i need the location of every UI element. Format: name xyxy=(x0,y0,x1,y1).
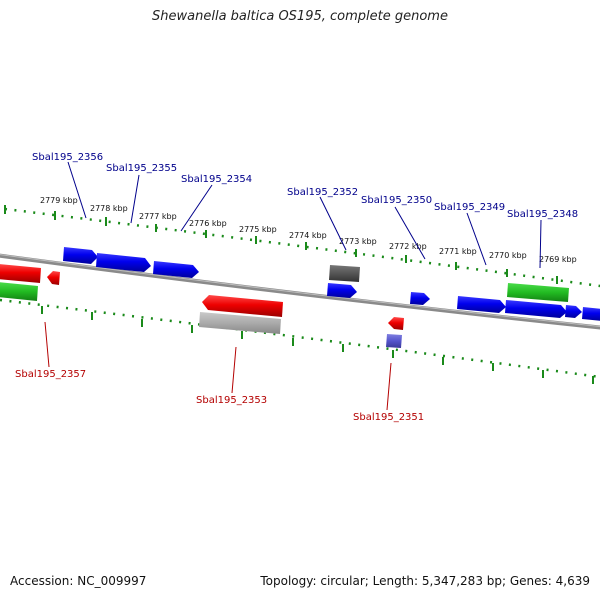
tick-label: 2777 kbp xyxy=(139,212,177,221)
kbp-tick-labels: 2779 kbp 2778 kbp 2777 kbp 2776 kbp 2775… xyxy=(40,196,577,264)
gene-label: Sbal195_2350 xyxy=(361,195,432,206)
gene-arrow-small-red xyxy=(47,271,60,285)
gene-label: Sbal195_2353 xyxy=(196,395,267,406)
pseudo-gene-2352 xyxy=(329,265,360,282)
upper-scale-track xyxy=(4,207,600,288)
tick-label: 2775 kbp xyxy=(239,225,277,234)
gene-arrow-sbal195-2353 xyxy=(202,295,283,317)
gene-arrow-small-right xyxy=(565,305,582,318)
gene-label: Sbal195_2357 xyxy=(15,369,86,380)
gene-arrow-sbal195-2349 xyxy=(457,296,506,313)
gene-arrow-edge-right xyxy=(582,307,600,321)
label-leader-lines-reverse xyxy=(44,321,392,411)
rna-gene-left xyxy=(0,282,38,301)
genome-backbone-highlight xyxy=(0,254,600,327)
accession-text: Accession: NC_009997 xyxy=(10,574,147,588)
tick-label: 2770 kbp xyxy=(489,251,527,260)
reverse-strand-features xyxy=(0,264,404,348)
gene-arrow-sbal195-2357 xyxy=(0,264,41,283)
tick-label: 2771 kbp xyxy=(439,247,477,256)
tick-label: 2774 kbp xyxy=(289,231,327,240)
gene-label: Sbal195_2354 xyxy=(181,174,252,185)
tick-label: 2778 kbp xyxy=(90,204,128,213)
gene-arrow-sbal195-2354 xyxy=(153,261,199,278)
gene-label: Sbal195_2352 xyxy=(287,187,358,198)
label-leader-lines-forward xyxy=(67,161,542,269)
tick-label: 2769 kbp xyxy=(539,255,577,264)
gene-label: Sbal195_2355 xyxy=(106,163,177,174)
rna-gene-2349 xyxy=(507,283,569,302)
forward-gene-labels: Sbal195_2356 Sbal195_2355 Sbal195_2354 S… xyxy=(32,152,578,220)
forward-strand-features xyxy=(63,247,600,321)
gene-arrow-sbal195-2355 xyxy=(96,253,151,272)
gene-label: Sbal195_2348 xyxy=(507,209,578,220)
pseudo-gene-2353 xyxy=(199,312,281,334)
gene-label: Sbal195_2349 xyxy=(434,202,505,213)
gene-arrow-sbal195-2351 xyxy=(388,317,404,330)
genome-backbone xyxy=(0,253,600,330)
gene-label: Sbal195_2356 xyxy=(32,152,103,163)
gene-arrow-sbal195-2356 xyxy=(63,247,98,264)
gene-label: Sbal195_2351 xyxy=(353,412,424,423)
tick-label: 2779 kbp xyxy=(40,196,78,205)
tick-label: 2772 kbp xyxy=(389,242,427,251)
genome-summary-text: Topology: circular; Length: 5,347,283 bp… xyxy=(260,574,590,588)
reverse-gene-labels: Sbal195_2357 Sbal195_2353 Sbal195_2351 xyxy=(15,369,424,423)
misc-feature-2351 xyxy=(386,334,402,348)
figure-title: Shewanella baltica OS195, complete genom… xyxy=(152,9,448,24)
lower-major-ticks xyxy=(41,306,594,384)
gene-arrow-sbal195-2352 xyxy=(327,283,357,298)
upper-major-ticks xyxy=(4,205,558,284)
gene-arrow-sbal195-2350 xyxy=(410,292,430,305)
tick-label: 2773 kbp xyxy=(339,237,377,246)
gene-arrow-sbal195-2348 xyxy=(505,300,567,318)
tick-label: 2776 kbp xyxy=(189,219,227,228)
